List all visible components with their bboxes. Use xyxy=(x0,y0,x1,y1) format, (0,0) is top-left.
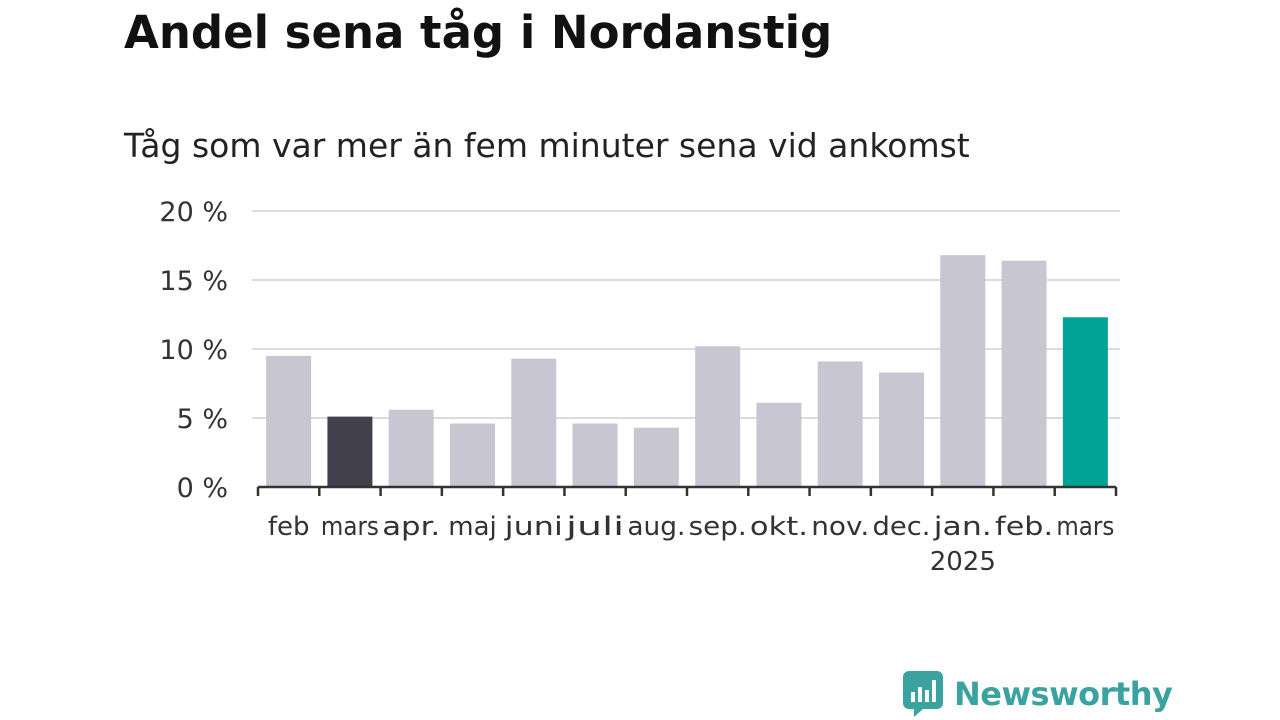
bar xyxy=(1001,260,1047,487)
x-tick-label: feb. xyxy=(995,512,1053,542)
y-tick-label: 5 % xyxy=(177,404,228,435)
chart-subtitle: Tåg som var mer än fem minuter sena vid … xyxy=(124,126,970,165)
bar xyxy=(633,427,679,487)
x-tick-label: feb xyxy=(268,512,310,542)
bar xyxy=(266,355,312,487)
x-tick-label: sep. xyxy=(689,512,747,542)
x-tick-label: okt. xyxy=(750,512,808,542)
x-tick-label: mars xyxy=(321,512,379,542)
x-tick-label: juni xyxy=(504,512,563,542)
bar xyxy=(572,423,618,487)
bar xyxy=(756,402,802,487)
brand-name: Newsworthy xyxy=(954,675,1173,713)
x-tick-label: maj xyxy=(448,512,496,542)
chart-title: Andel sena tåg i Nordanstig xyxy=(124,6,833,59)
x-tick-label: apr. xyxy=(382,512,440,542)
bar xyxy=(327,416,373,487)
grid-lines xyxy=(252,210,1120,419)
x-tick-label: juli xyxy=(565,512,625,542)
newsworthy-logo: Newsworthy xyxy=(902,670,1173,718)
bar xyxy=(388,409,434,487)
y-tick-label: 10 % xyxy=(159,335,228,366)
x-axis xyxy=(256,485,1118,496)
x-tick-label: mars xyxy=(1056,512,1114,542)
x-tick-label: aug. xyxy=(627,512,685,542)
y-tick-label: 15 % xyxy=(159,266,228,297)
bar-chart-speech-bubble-icon xyxy=(903,671,943,717)
bar xyxy=(450,423,495,487)
bar xyxy=(511,358,557,487)
year-label: 2025 xyxy=(930,547,996,577)
bar xyxy=(940,255,986,487)
y-tick-label: 0 % xyxy=(177,473,228,504)
axis-labels: 0 %5 %10 %15 %20 %feb mars apr. maj juni juli… xyxy=(159,197,1114,577)
bar xyxy=(695,346,741,487)
y-tick-label: 20 % xyxy=(159,197,228,228)
bar xyxy=(817,361,863,487)
x-tick-label: jan. xyxy=(933,512,992,542)
bar xyxy=(879,372,924,487)
x-tick-label: dec. xyxy=(873,512,931,542)
x-tick-label: nov. xyxy=(811,512,869,542)
bar xyxy=(1062,317,1108,487)
bars xyxy=(266,255,1108,487)
